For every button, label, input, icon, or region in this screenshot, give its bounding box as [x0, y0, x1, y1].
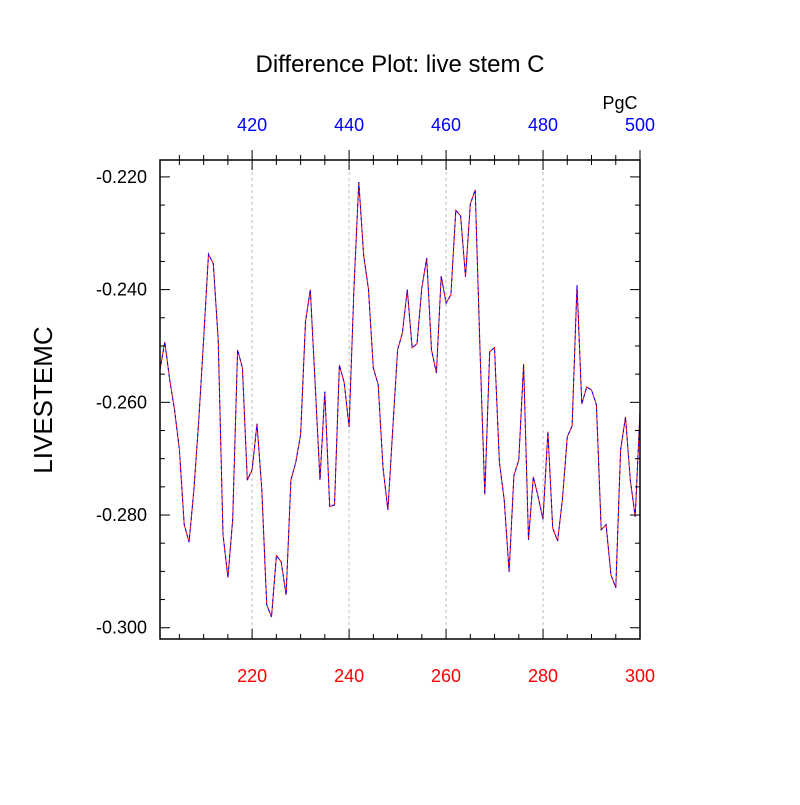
series-group	[159, 181, 641, 618]
x-tick-label-bottom: 280	[528, 666, 558, 686]
y-tick-label: -0.240	[96, 280, 147, 300]
x-tick-label-bottom: 260	[431, 666, 461, 686]
y-axis-label: LIVESTEMC	[28, 326, 58, 473]
x-tick-label-top: 440	[334, 115, 364, 135]
y-tick-label: -0.300	[96, 618, 147, 638]
series-blue-line	[159, 181, 641, 618]
x-tick-label-top: 460	[431, 115, 461, 135]
x-tick-label-bottom: 240	[334, 666, 364, 686]
y-tick-label: -0.280	[96, 505, 147, 525]
y-tick-label: -0.260	[96, 392, 147, 412]
axes: 220 240 260 280 300 420 440 460 480 500 -0.220 -0.2…	[96, 115, 655, 686]
grid	[251, 160, 544, 639]
x-tick-label-top: 420	[237, 115, 267, 135]
x-tick-label-bottom: 300	[625, 666, 655, 686]
units-label: PgC	[602, 93, 637, 113]
x-tick-label-bottom: 220	[237, 666, 267, 686]
series-red-line	[159, 181, 641, 618]
plot-frame	[159, 159, 641, 640]
x-tick-label-top: 480	[528, 115, 558, 135]
y-tick-label: -0.220	[96, 167, 147, 187]
x-tick-label-top: 500	[625, 115, 655, 135]
chart-title: Difference Plot: live stem C	[256, 51, 545, 78]
